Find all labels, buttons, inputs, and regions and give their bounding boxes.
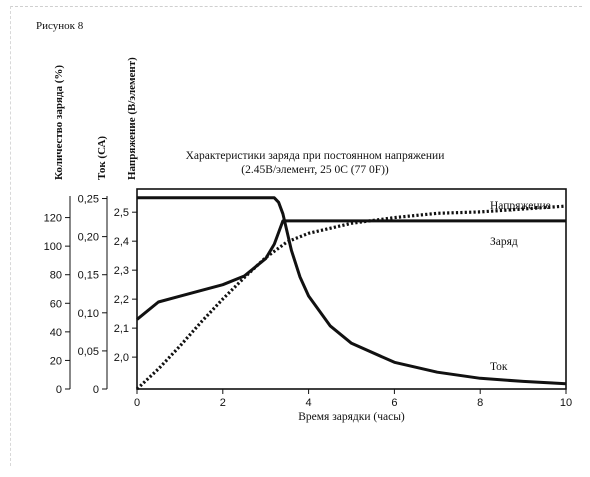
voltage-tick-label: 2,0 (114, 352, 129, 364)
current-tick-label: 0,10 (78, 308, 99, 320)
x-tick-label: 2 (220, 397, 226, 409)
x-axis-label: Время зарядки (часы) (298, 411, 405, 423)
x-tick-label: 0 (134, 397, 140, 409)
voltage-tick-label: 2,2 (114, 294, 129, 306)
x-tick-label: 4 (306, 397, 312, 409)
plot-area-frame (136, 188, 567, 390)
series-line-voltage (136, 219, 566, 321)
series-label-charge: Заряд (490, 236, 518, 248)
series-line-charge (135, 204, 567, 391)
current-tick-label: 0 (93, 384, 99, 396)
voltage-tick-label: 2,4 (114, 236, 129, 248)
figure-label: Рисунок 8 (36, 20, 84, 32)
series-line-current (137, 196, 567, 386)
current-tick-label: 0,20 (78, 232, 99, 244)
voltage-tick-label: 2,5 (114, 207, 129, 219)
current-tick-label: 0,05 (78, 346, 99, 358)
current-tick-label: 0,25 (78, 194, 99, 206)
page-frame-top (10, 6, 582, 7)
charge-tick-label: 0 (56, 384, 62, 396)
x-tick-label: 8 (477, 397, 483, 409)
x-tick-label: 6 (391, 397, 397, 409)
current-tick-label: 0,15 (78, 270, 99, 282)
charge-tick-label: 60 (50, 298, 62, 310)
charge-tick-label: 40 (50, 327, 62, 339)
page-frame-left (10, 6, 11, 466)
series-label-voltage: Напряжение (490, 200, 551, 212)
charge-tick-label: 20 (50, 355, 62, 367)
charge-tick-label: 80 (50, 270, 62, 282)
charge-tick-label: 100 (44, 241, 62, 253)
series-label-current: Ток (490, 361, 508, 373)
voltage-tick-label: 2,3 (114, 265, 129, 277)
x-tick-label: 10 (560, 397, 572, 409)
chart-subtitle: (2.45В/элемент, 25 0С (77 0F)) (241, 164, 389, 176)
charge-tick-label: 120 (44, 213, 62, 225)
chart-title: Характеристики заряда при постоянном нап… (185, 150, 445, 162)
voltage-tick-label: 2,1 (114, 323, 129, 335)
